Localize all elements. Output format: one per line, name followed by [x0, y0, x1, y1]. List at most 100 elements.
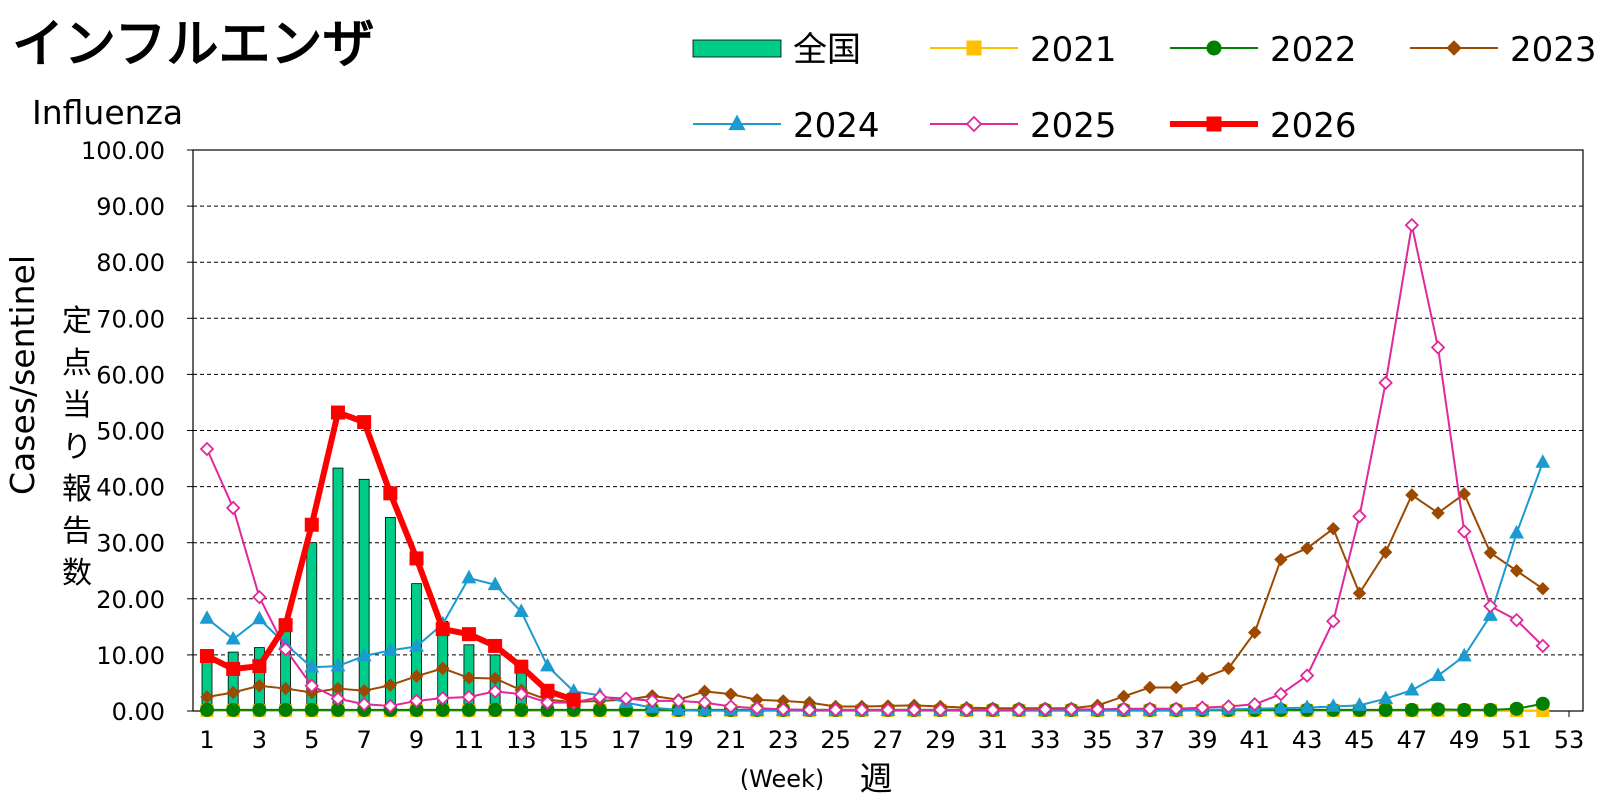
legend-label: 2022 — [1270, 30, 1357, 70]
data-point-2023 — [383, 678, 398, 692]
chart-title: インフルエンザ — [12, 15, 374, 75]
data-point-2025 — [1037, 702, 1053, 717]
data-point-2025 — [880, 702, 896, 718]
line-series — [199, 217, 1551, 718]
data-point-2025 — [1483, 598, 1498, 614]
legend-item-2022: 2022 — [1170, 30, 1357, 70]
legend-label: 2026 — [1270, 106, 1357, 146]
data-point-2025 — [487, 684, 503, 699]
data-point-2024 — [304, 659, 320, 673]
data-point-2025 — [1221, 699, 1236, 714]
data-point-2024 — [1273, 699, 1289, 714]
data-point-2025 — [1168, 701, 1184, 717]
data-point-2024 — [513, 603, 529, 618]
data-point-2025 — [1090, 702, 1105, 717]
data-point-2024 — [671, 701, 686, 716]
data-point-2025 — [540, 695, 555, 710]
data-point-2025 — [749, 700, 765, 716]
data-point-2025 — [1456, 524, 1472, 539]
data-point-2026 — [566, 692, 581, 707]
data-point-2026 — [252, 659, 267, 674]
data-point-2025 — [828, 702, 843, 718]
legend-label: 2025 — [1030, 106, 1117, 146]
data-point-2025 — [1116, 701, 1132, 717]
data-point-2025 — [1011, 702, 1027, 718]
data-point-2023 — [462, 671, 476, 685]
data-point-2025 — [775, 702, 791, 717]
data-point-2026 — [278, 618, 293, 633]
legend-item-2026: 2026 — [1170, 106, 1357, 146]
data-point-2023 — [1221, 661, 1236, 676]
chart-subtitle: Influenza — [32, 93, 183, 132]
data-point-2026 — [226, 661, 241, 676]
data-point-2025 — [854, 702, 870, 718]
series-2025 — [199, 217, 1551, 718]
data-point-2024 — [225, 630, 241, 645]
y-tick-label: 50.00 — [96, 418, 165, 446]
y-tick-label: 10.00 — [96, 642, 165, 670]
data-point-2023 — [226, 685, 240, 700]
data-point-2025 — [1273, 686, 1289, 702]
data-point-2025 — [1142, 701, 1158, 717]
x-tick-label: 15 — [558, 726, 589, 754]
data-point-2025 — [1378, 375, 1393, 391]
x-tick-label: 43 — [1292, 726, 1323, 754]
data-point-2024 — [409, 638, 424, 652]
y-label-char: 数 — [62, 556, 92, 591]
data-point-2023 — [1509, 564, 1524, 578]
legend-label: 全国 — [793, 30, 861, 70]
data-point-2023 — [1483, 546, 1498, 560]
data-point-2023 — [1457, 487, 1471, 501]
data-point-2026 — [488, 638, 503, 653]
data-point-2025 — [1325, 613, 1341, 629]
x-tick-label: 41 — [1239, 726, 1270, 754]
data-point-2023 — [1378, 545, 1393, 559]
data-point-2026 — [514, 659, 529, 674]
data-point-2024 — [487, 576, 503, 591]
x-tick-label: 37 — [1135, 726, 1166, 754]
data-point-2025 — [723, 699, 739, 714]
x-tick-label: 1 — [199, 726, 214, 754]
grid-lines — [193, 205, 1583, 656]
bar — [332, 467, 344, 712]
series-line-2025 — [206, 224, 1544, 711]
x-tick-label: 25 — [820, 726, 851, 754]
bar — [227, 651, 239, 712]
data-point-2025 — [225, 500, 241, 516]
data-point-2025 — [906, 702, 922, 718]
data-point-2023 — [436, 661, 450, 676]
data-point-2023 — [1326, 521, 1340, 536]
x-axis-ticks: 1 3 5 7 9 11 13 15 17 19 21 23 25 27 29 31 33 35 37 39 41 43 4… — [199, 711, 1584, 754]
y-tick-label: 0.00 — [112, 698, 165, 726]
data-point-2026 — [461, 627, 476, 642]
x-tick-label: 23 — [768, 726, 799, 754]
data-point-2025 — [959, 702, 974, 718]
series-2026 — [200, 405, 581, 707]
y-label-char: 報 — [62, 472, 92, 507]
x-tick-label: 45 — [1344, 726, 1375, 754]
data-point-2022 — [1483, 702, 1498, 717]
data-point-2024 — [1535, 454, 1551, 468]
data-point-2025 — [199, 441, 215, 457]
y-tick-label: 20.00 — [96, 586, 165, 614]
data-point-2025 — [1509, 612, 1524, 628]
x-tick-label: 9 — [409, 726, 424, 754]
data-point-2023 — [1195, 671, 1210, 686]
y-tick-label: 80.00 — [96, 249, 165, 277]
legend-swatch-bar — [692, 39, 782, 58]
y-label-char: 点 — [62, 346, 92, 381]
data-point-2025 — [592, 689, 608, 705]
legend-label: 2021 — [1030, 30, 1117, 70]
data-point-2024 — [1430, 667, 1446, 681]
x-tick-label: 35 — [1082, 726, 1113, 754]
y-label-char: 当 — [62, 388, 92, 423]
data-point-2025 — [644, 693, 660, 709]
legend-label: 2023 — [1510, 30, 1597, 70]
y-tick-label: 70.00 — [96, 305, 165, 333]
y-label-char: 定 — [62, 304, 92, 339]
data-point-2023 — [1247, 625, 1262, 640]
x-tick-label: 53 — [1554, 726, 1585, 754]
data-point-2025 — [330, 691, 346, 706]
data-point-2024 — [1352, 697, 1367, 711]
data-point-2026 — [330, 405, 345, 420]
